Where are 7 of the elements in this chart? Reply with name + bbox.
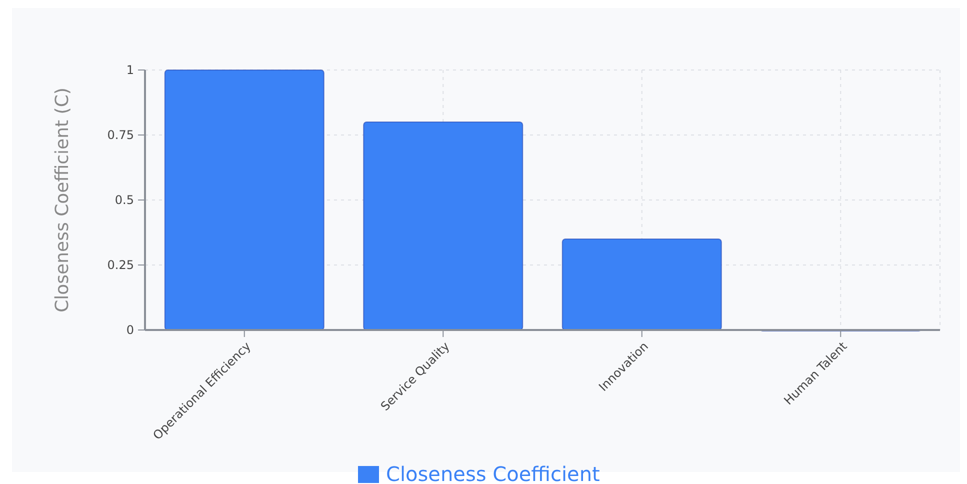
y-tick-label: 0.5	[114, 193, 134, 208]
y-axis-title: Closeness Coefficient (C)	[52, 88, 73, 312]
y-tick-label: 0	[126, 323, 134, 338]
legend-label: Closeness Coefficient	[386, 462, 600, 484]
y-tick-label: 1	[126, 63, 134, 78]
y-tick-label: 0.25	[107, 258, 134, 272]
y-tick-label: 0.75	[107, 128, 134, 142]
